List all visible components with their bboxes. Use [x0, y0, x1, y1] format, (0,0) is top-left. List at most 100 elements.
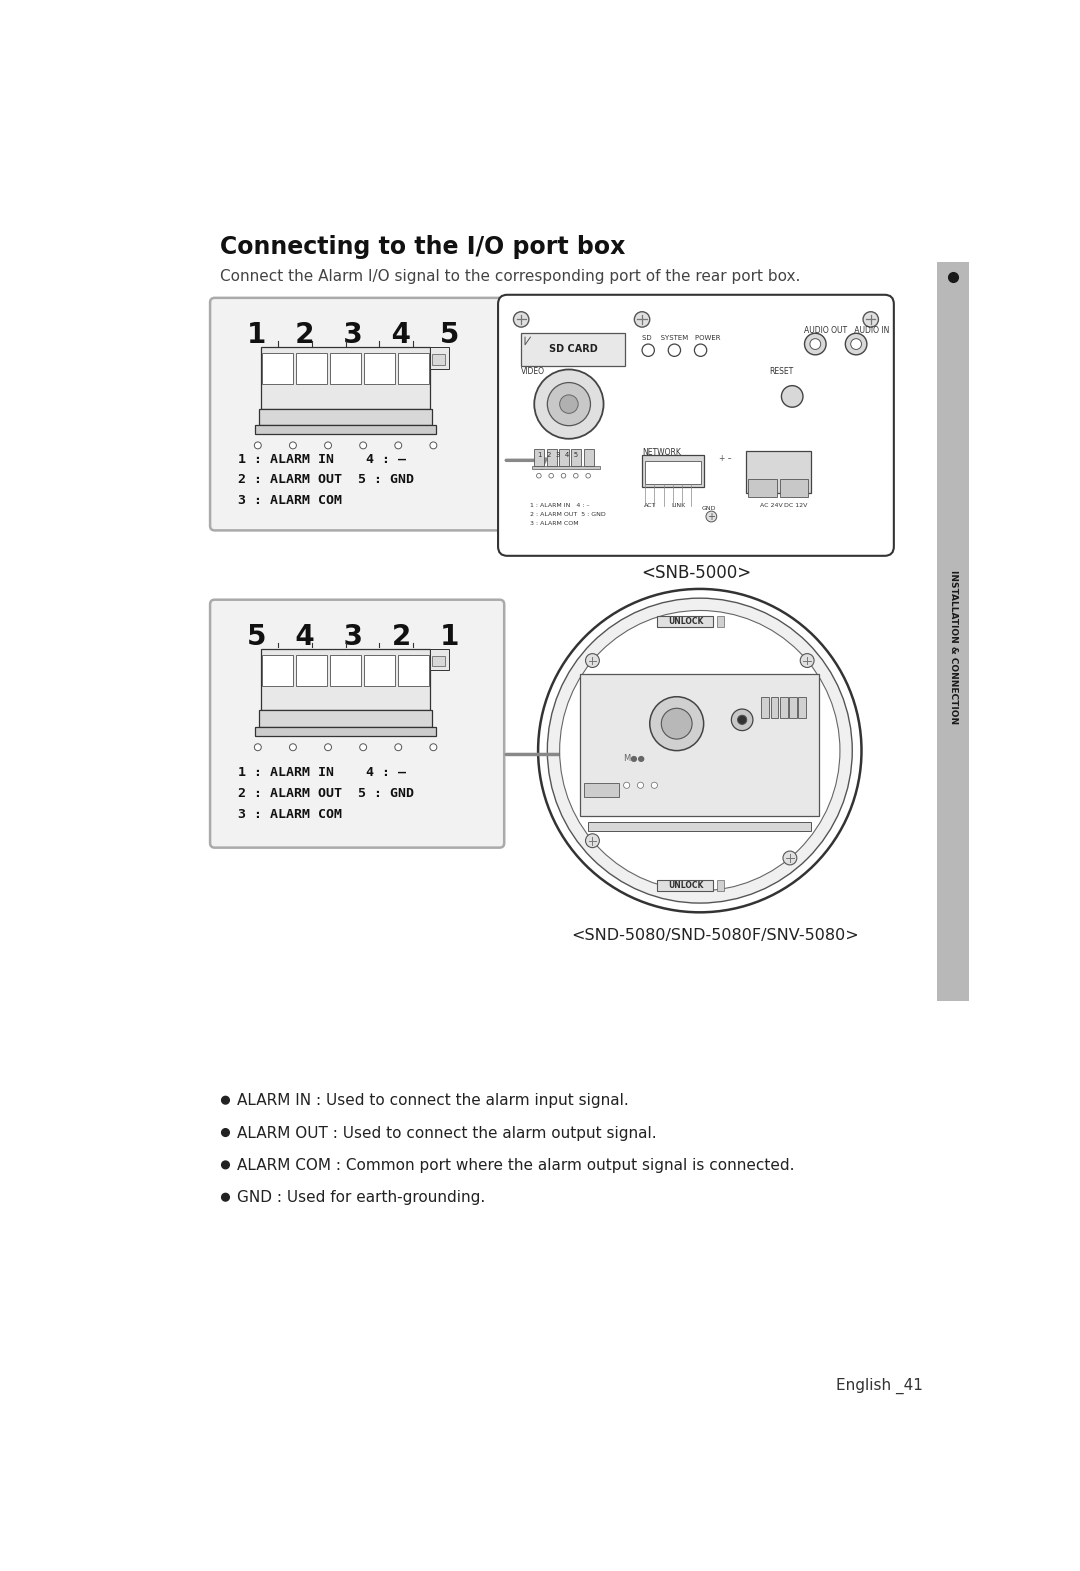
- Bar: [761, 696, 769, 718]
- Circle shape: [651, 782, 658, 789]
- Bar: [584, 782, 619, 796]
- Text: 3 : ALARM COM: 3 : ALARM COM: [530, 522, 579, 526]
- Bar: [430, 347, 449, 369]
- Circle shape: [221, 1194, 229, 1202]
- Text: GND : Used for earth-grounding.: GND : Used for earth-grounding.: [237, 1191, 485, 1205]
- Text: M●●: M●●: [623, 754, 645, 764]
- Bar: [397, 353, 429, 383]
- Circle shape: [585, 473, 591, 478]
- Text: +: +: [707, 512, 715, 522]
- Circle shape: [623, 782, 630, 789]
- Circle shape: [549, 473, 553, 478]
- Text: 3 : ALARM COM: 3 : ALARM COM: [238, 807, 341, 820]
- Bar: [546, 449, 556, 465]
- Bar: [259, 710, 432, 727]
- Text: ALARM IN : Used to connect the alarm input signal.: ALARM IN : Used to connect the alarm inp…: [237, 1093, 629, 1108]
- Bar: [397, 655, 429, 687]
- Circle shape: [783, 851, 797, 866]
- Text: UNLOCK: UNLOCK: [669, 881, 704, 889]
- Text: INSTALLATION & CONNECTION: INSTALLATION & CONNECTION: [948, 570, 958, 724]
- Bar: [571, 449, 581, 465]
- Bar: [717, 880, 725, 891]
- Text: 1 : ALARM IN   4 : –: 1 : ALARM IN 4 : –: [530, 503, 590, 507]
- Bar: [937, 262, 969, 1001]
- Bar: [780, 696, 787, 718]
- Text: Connect the Alarm I/O signal to the corresponding port of the rear port box.: Connect the Alarm I/O signal to the corr…: [220, 269, 800, 284]
- Text: 1 : ALARM IN    4 : –: 1 : ALARM IN 4 : –: [238, 767, 406, 779]
- Text: English _41: English _41: [836, 1378, 923, 1395]
- Circle shape: [513, 311, 529, 327]
- Circle shape: [706, 511, 717, 522]
- Circle shape: [661, 709, 692, 738]
- Bar: [658, 880, 713, 891]
- Circle shape: [562, 473, 566, 478]
- FancyBboxPatch shape: [211, 298, 504, 531]
- Circle shape: [430, 743, 436, 751]
- Circle shape: [669, 344, 680, 357]
- Circle shape: [585, 654, 599, 668]
- Circle shape: [255, 743, 261, 751]
- FancyBboxPatch shape: [498, 295, 894, 556]
- Circle shape: [538, 589, 862, 913]
- Circle shape: [289, 743, 296, 751]
- Circle shape: [255, 441, 261, 449]
- Circle shape: [221, 1128, 229, 1136]
- Bar: [558, 449, 569, 465]
- Bar: [262, 655, 294, 687]
- Bar: [255, 426, 436, 434]
- Text: 2 : ALARM OUT  5 : GND: 2 : ALARM OUT 5 : GND: [238, 473, 414, 487]
- Bar: [771, 696, 779, 718]
- Bar: [535, 449, 544, 465]
- Text: VIDEO: VIDEO: [522, 368, 545, 377]
- Bar: [330, 353, 361, 383]
- Text: GND: GND: [702, 506, 717, 511]
- Bar: [296, 655, 327, 687]
- Circle shape: [360, 743, 366, 751]
- Circle shape: [810, 339, 821, 349]
- Bar: [580, 674, 819, 815]
- Text: AC 24V: AC 24V: [760, 503, 783, 507]
- Text: <SND-5080/SND-5080F/SNV-5080>: <SND-5080/SND-5080F/SNV-5080>: [571, 928, 859, 943]
- Bar: [798, 696, 806, 718]
- Circle shape: [846, 333, 867, 355]
- Bar: [658, 616, 713, 627]
- Circle shape: [289, 441, 296, 449]
- Text: LINK: LINK: [672, 503, 686, 507]
- Bar: [364, 353, 395, 383]
- Circle shape: [559, 611, 840, 891]
- Text: NETWORK: NETWORK: [642, 448, 680, 457]
- Text: ALARM OUT : Used to connect the alarm output signal.: ALARM OUT : Used to connect the alarm ou…: [237, 1125, 657, 1141]
- Bar: [789, 696, 797, 718]
- Circle shape: [573, 473, 578, 478]
- Circle shape: [395, 441, 402, 449]
- Text: SD CARD: SD CARD: [549, 344, 597, 355]
- Circle shape: [851, 339, 862, 349]
- Circle shape: [782, 385, 802, 407]
- Bar: [261, 649, 430, 710]
- Bar: [522, 333, 625, 366]
- Text: <SNB-5000>: <SNB-5000>: [640, 564, 751, 581]
- FancyBboxPatch shape: [211, 600, 504, 848]
- Bar: [262, 353, 294, 383]
- Circle shape: [221, 1097, 229, 1104]
- Circle shape: [535, 369, 604, 438]
- Text: 1  2  3  4  5: 1 2 3 4 5: [538, 452, 578, 457]
- Circle shape: [221, 1161, 229, 1169]
- Circle shape: [800, 654, 814, 668]
- Text: ALARM COM : Common port where the alarm output signal is connected.: ALARM COM : Common port where the alarm …: [237, 1158, 795, 1174]
- Bar: [430, 649, 449, 671]
- Bar: [645, 462, 701, 484]
- Bar: [255, 727, 436, 737]
- Text: 5   4   3   2   1: 5 4 3 2 1: [247, 622, 459, 650]
- Text: RESET: RESET: [769, 368, 794, 377]
- Circle shape: [805, 333, 826, 355]
- Bar: [296, 353, 327, 383]
- Bar: [261, 347, 430, 408]
- Text: 1 : ALARM IN    4 : –: 1 : ALARM IN 4 : –: [238, 452, 406, 465]
- Text: SD    SYSTEM   POWER: SD SYSTEM POWER: [642, 335, 720, 341]
- Circle shape: [360, 441, 366, 449]
- Text: + –: + –: [719, 454, 731, 462]
- Circle shape: [637, 782, 644, 789]
- Text: Connecting to the I/O port box: Connecting to the I/O port box: [220, 234, 625, 259]
- Circle shape: [548, 383, 591, 426]
